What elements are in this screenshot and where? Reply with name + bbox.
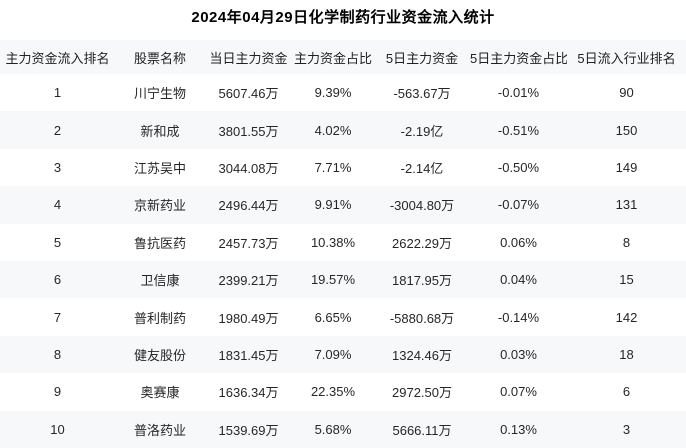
cell-five-day-main-fund: 1817.95万 <box>392 273 452 289</box>
table-row: 5 鲁抗医药 2457.73万 10.38% 2622.29万 0.06% 8 <box>0 223 686 261</box>
cell-five-day-industry-rank: 142 <box>615 309 638 325</box>
cell-today-main-fund: 2496.44万 <box>218 198 279 214</box>
table-header-row: 主力资金流入排名 股票名称 当日主力资金 主力资金占比 5日主力资金 5日主力资… <box>0 40 686 74</box>
cell-five-day-industry-rank: 6 <box>622 384 631 400</box>
cell-today-main-fund: 1539.69万 <box>218 422 279 438</box>
cell-five-day-industry-rank: 15 <box>619 272 634 288</box>
cell-five-day-main-fund: 2622.29万 <box>392 235 452 251</box>
cell-five-day-industry-rank: 3 <box>622 421 631 437</box>
cell-today-main-fund: 3801.55万 <box>218 123 279 139</box>
cell-today-main-fund: 2457.73万 <box>218 235 279 251</box>
cell-stock-name: 京新药业 <box>133 198 186 214</box>
cell-five-day-main-fund-ratio: 0.13% <box>500 421 537 437</box>
header-main-inflow-rank: 主力资金流入排名 <box>5 50 110 66</box>
cell-main-inflow-rank: 5 <box>53 234 62 250</box>
cell-main-inflow-rank: 2 <box>53 122 62 138</box>
table-row: 2 新和成 3801.55万 4.02% -2.19亿 -0.51% 150 <box>0 111 686 149</box>
header-five-day-industry-rank: 5日流入行业排名 <box>577 50 676 66</box>
cell-today-main-fund: 5607.46万 <box>218 86 279 102</box>
cell-five-day-main-fund-ratio: -0.07% <box>497 197 540 213</box>
header-main-fund-ratio: 主力资金占比 <box>293 50 372 66</box>
cell-main-fund-ratio: 5.68% <box>314 421 352 437</box>
cell-five-day-main-fund-ratio: 0.03% <box>500 346 537 362</box>
cell-main-fund-ratio: 9.39% <box>314 85 352 101</box>
cell-five-day-main-fund-ratio: -0.01% <box>497 85 540 101</box>
cell-main-inflow-rank: 6 <box>53 272 62 288</box>
cell-five-day-main-fund: -563.67万 <box>393 86 451 102</box>
cell-main-inflow-rank: 1 <box>53 85 62 101</box>
cell-stock-name: 健友股份 <box>133 347 186 363</box>
cell-five-day-main-fund-ratio: -0.51% <box>497 122 540 138</box>
cell-five-day-main-fund: -2.14亿 <box>400 160 444 176</box>
cell-stock-name: 奥赛康 <box>140 385 180 401</box>
fund-flow-table: 主力资金流入排名 股票名称 当日主力资金 主力资金占比 5日主力资金 5日主力资… <box>0 40 686 448</box>
cell-main-fund-ratio: 19.57% <box>310 272 356 288</box>
table-row: 9 奥赛康 1636.34万 22.35% 2972.50万 0.07% 6 <box>0 373 686 411</box>
table-row: 8 健友股份 1831.45万 7.09% 1324.46万 0.03% 18 <box>0 335 686 374</box>
cell-today-main-fund: 3044.08万 <box>218 160 279 176</box>
cell-main-inflow-rank: 7 <box>53 309 62 325</box>
table-row: 7 普利制药 1980.49万 6.65% -5880.68万 -0.14% 142 <box>0 298 686 336</box>
cell-five-day-main-fund: -5880.68万 <box>389 310 455 326</box>
cell-main-fund-ratio: 4.02% <box>314 122 352 138</box>
table-row: 4 京新药业 2496.44万 9.91% -3004.80万 -0.07% 131 <box>0 186 686 224</box>
cell-five-day-industry-rank: 149 <box>615 159 638 175</box>
cell-stock-name: 川宁生物 <box>133 86 186 102</box>
cell-stock-name: 普洛药业 <box>133 422 186 438</box>
cell-five-day-main-fund: -2.19亿 <box>400 123 444 139</box>
cell-five-day-industry-rank: 18 <box>619 346 634 362</box>
cell-stock-name: 江苏吴中 <box>133 160 186 176</box>
table-row: 3 江苏吴中 3044.08万 7.71% -2.14亿 -0.50% 149 <box>0 148 686 187</box>
table-row: 6 卫信康 2399.21万 19.57% 1817.95万 0.04% 15 <box>0 260 686 299</box>
cell-five-day-main-fund-ratio: -0.14% <box>497 309 540 325</box>
cell-five-day-industry-rank: 150 <box>615 122 638 138</box>
cell-five-day-industry-rank: 90 <box>619 85 634 101</box>
cell-five-day-main-fund: 5666.11万 <box>392 422 452 438</box>
cell-main-fund-ratio: 9.91% <box>314 197 352 213</box>
cell-stock-name: 卫信康 <box>140 273 180 289</box>
header-five-day-main-fund-ratio: 5日主力资金占比 <box>470 50 567 66</box>
cell-main-inflow-rank: 8 <box>53 346 62 362</box>
cell-today-main-fund: 2399.21万 <box>218 273 279 289</box>
table-row: 10 普洛药业 1539.69万 5.68% 5666.11万 0.13% 3 <box>0 410 686 448</box>
cell-main-fund-ratio: 10.38% <box>310 234 356 250</box>
table-row: 1 川宁生物 5607.46万 9.39% -563.67万 -0.01% 90 <box>0 74 686 112</box>
cell-five-day-industry-rank: 131 <box>615 197 638 213</box>
page-title: 2024年04月29日化学制药行业资金流入统计 <box>191 9 495 26</box>
cell-today-main-fund: 1831.45万 <box>218 347 279 363</box>
cell-main-fund-ratio: 6.65% <box>314 309 352 325</box>
cell-main-fund-ratio: 7.09% <box>314 346 352 362</box>
cell-stock-name: 普利制药 <box>133 310 186 326</box>
cell-stock-name: 鲁抗医药 <box>133 235 186 251</box>
cell-five-day-main-fund: 2972.50万 <box>392 385 452 401</box>
cell-main-inflow-rank: 10 <box>50 421 65 437</box>
header-today-main-fund: 当日主力资金 <box>209 50 288 66</box>
header-stock-name: 股票名称 <box>133 50 186 66</box>
cell-today-main-fund: 1636.34万 <box>218 385 279 401</box>
cell-five-day-main-fund-ratio: 0.04% <box>500 272 537 288</box>
cell-five-day-main-fund-ratio: -0.50% <box>497 159 540 175</box>
cell-five-day-main-fund-ratio: 0.06% <box>500 234 537 250</box>
cell-main-inflow-rank: 9 <box>53 384 62 400</box>
cell-stock-name: 新和成 <box>140 123 180 139</box>
table-body: 1 川宁生物 5607.46万 9.39% -563.67万 -0.01% 90 2 新和成 38… <box>0 74 686 448</box>
cell-five-day-industry-rank: 8 <box>622 234 631 250</box>
cell-main-inflow-rank: 3 <box>53 159 62 175</box>
cell-main-inflow-rank: 4 <box>53 197 62 213</box>
cell-five-day-main-fund: 1324.46万 <box>392 347 452 363</box>
cell-today-main-fund: 1980.49万 <box>218 310 279 326</box>
cell-five-day-main-fund: -3004.80万 <box>389 198 455 214</box>
header-five-day-main-fund: 5日主力资金 <box>385 50 459 66</box>
cell-main-fund-ratio: 7.71% <box>314 159 352 175</box>
cell-five-day-main-fund-ratio: 0.07% <box>500 384 537 400</box>
cell-main-fund-ratio: 22.35% <box>310 384 356 400</box>
